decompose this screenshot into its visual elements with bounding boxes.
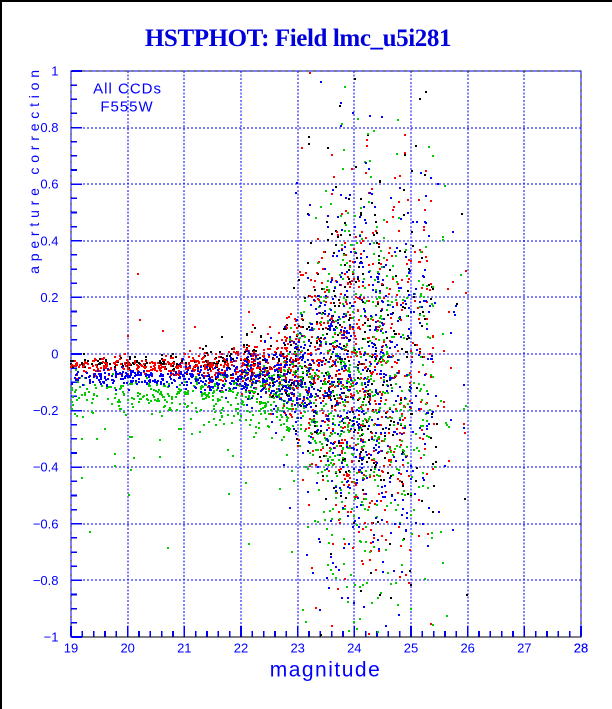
- svg-text:0.8: 0.8: [40, 120, 58, 135]
- svg-text:27: 27: [517, 641, 531, 656]
- svg-text:All CCDs: All CCDs: [93, 81, 162, 98]
- svg-text:28: 28: [574, 641, 588, 656]
- svg-text:0.2: 0.2: [40, 290, 58, 305]
- svg-text:1: 1: [51, 64, 58, 79]
- svg-text:aperture correction: aperture correction: [26, 65, 42, 274]
- svg-text:28: 28: [574, 641, 588, 656]
- svg-text:0.4: 0.4: [40, 233, 58, 248]
- svg-text:0: 0: [51, 347, 58, 362]
- svg-text:magnitude: magnitude: [270, 659, 382, 682]
- svg-text:−1: −1: [44, 630, 59, 645]
- svg-text:F555W: F555W: [100, 98, 153, 115]
- svg-text:26: 26: [460, 641, 474, 656]
- svg-text:24: 24: [347, 641, 361, 656]
- svg-text:20: 20: [120, 641, 134, 656]
- svg-text:25: 25: [404, 641, 418, 656]
- svg-text:19: 19: [64, 641, 78, 656]
- svg-text:−0.6: −0.6: [33, 516, 59, 531]
- svg-text:22: 22: [234, 641, 248, 656]
- svg-text:−0.2: −0.2: [33, 403, 59, 418]
- svg-text:0.6: 0.6: [40, 177, 58, 192]
- svg-text:−0.4: −0.4: [33, 460, 59, 475]
- svg-text:−0.8: −0.8: [33, 573, 59, 588]
- svg-text:21: 21: [177, 641, 191, 656]
- svg-text:23: 23: [290, 641, 304, 656]
